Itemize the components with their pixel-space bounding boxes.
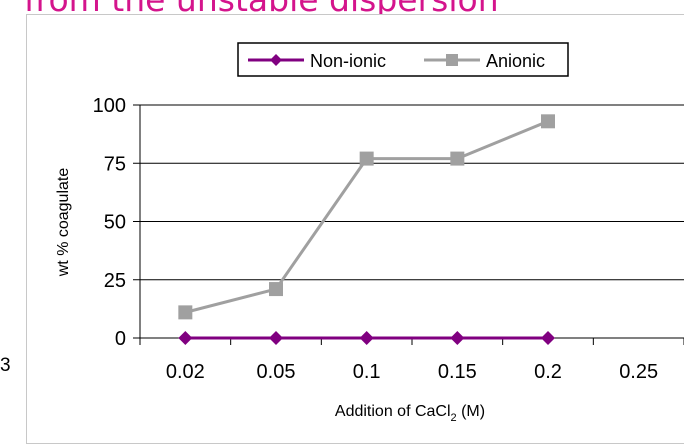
data-point-non-ionic bbox=[541, 331, 555, 345]
y-tick-label: 50 bbox=[104, 212, 126, 234]
data-point-non-ionic bbox=[450, 331, 465, 345]
y-axis-title: wt % coagulate bbox=[55, 168, 72, 278]
slide-stray-character: 3 bbox=[0, 355, 11, 376]
legend: Non-ionic Anionic bbox=[237, 42, 569, 77]
y-tick-label: 25 bbox=[104, 270, 126, 292]
legend-marker-non-ionic bbox=[270, 54, 282, 66]
x-tick-label: 0.1 bbox=[353, 361, 381, 383]
data-point-anionic bbox=[269, 282, 283, 297]
x-tick-label: 0.15 bbox=[438, 361, 477, 383]
data-point-non-ionic bbox=[359, 331, 374, 345]
data-point-anionic bbox=[359, 151, 374, 166]
x-axis-title-main: Addition of CaCl bbox=[335, 403, 451, 420]
data-point-anionic bbox=[450, 151, 465, 166]
data-point-anionic bbox=[178, 305, 193, 320]
x-tick-label: 0.2 bbox=[534, 361, 562, 383]
tick-labels: 0 25 50 75 100 0.02 0.05 0.1 0.15 0.2 0.25 bbox=[93, 95, 659, 383]
x-tick-label: 0.02 bbox=[166, 361, 205, 383]
x-tick-label: 0.25 bbox=[619, 361, 658, 383]
legend-label-anionic: Anionic bbox=[486, 51, 545, 71]
x-axis-title-subscript: 2 bbox=[451, 412, 457, 424]
legend-marker-anionic bbox=[446, 54, 458, 66]
legend-label-non-ionic: Non-ionic bbox=[310, 51, 386, 71]
data-point-anionic bbox=[541, 114, 555, 129]
axes bbox=[133, 104, 684, 345]
x-tick-label: 0.05 bbox=[257, 361, 296, 383]
data-point-non-ionic bbox=[269, 331, 283, 345]
x-axis-title-unit: (M) bbox=[457, 403, 485, 420]
series-lines bbox=[178, 114, 555, 345]
x-axis-title: Addition of CaCl2 (M) bbox=[335, 403, 485, 424]
y-tick-label: 0 bbox=[115, 328, 126, 350]
series-line-anionic bbox=[184, 119, 549, 314]
y-tick-label: 100 bbox=[93, 95, 126, 117]
chart-frame bbox=[26, 14, 684, 444]
y-tick-label: 75 bbox=[104, 153, 126, 175]
data-point-non-ionic bbox=[178, 331, 193, 345]
gridlines bbox=[140, 104, 684, 281]
